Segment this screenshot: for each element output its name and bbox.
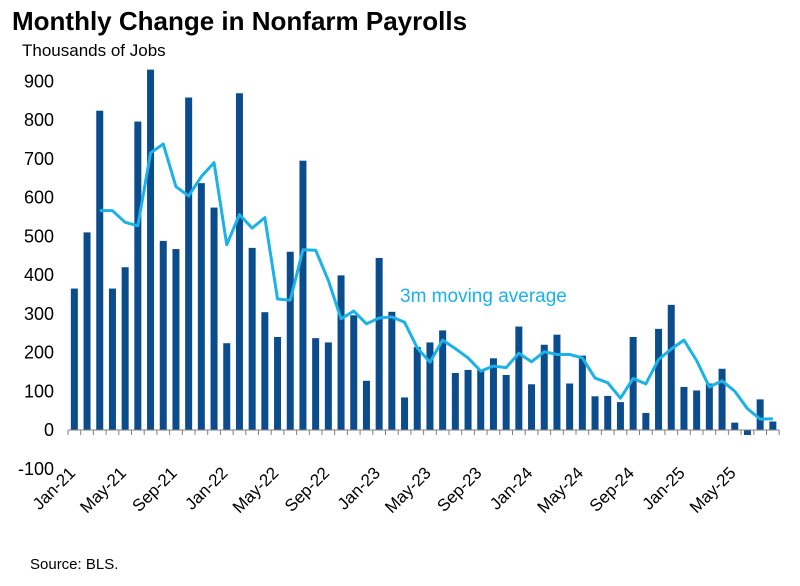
bar [210, 207, 218, 430]
x-tick-label: Jan-24 [486, 463, 536, 513]
bar [299, 160, 307, 430]
source-note: Source: BLS. [30, 556, 119, 573]
x-tick-label: May-25 [686, 463, 740, 517]
bar [134, 121, 142, 431]
bar [274, 337, 282, 430]
x-tick-label: Sep-21 [129, 463, 181, 515]
bar [667, 304, 675, 430]
bar [769, 421, 777, 431]
bar [248, 247, 256, 431]
bar [388, 311, 396, 430]
bar [401, 397, 409, 430]
bar [743, 430, 751, 436]
y-tick-label: -100 [18, 459, 54, 479]
x-tick-label: Sep-22 [281, 463, 333, 515]
bar [350, 315, 358, 430]
bar [528, 384, 536, 430]
bar [515, 326, 523, 430]
bar [108, 288, 116, 430]
bar-series [70, 69, 777, 436]
y-tick-label: 600 [24, 188, 54, 208]
bar [502, 374, 510, 430]
chart-title: Monthly Change in Nonfarm Payrolls [12, 6, 468, 36]
bar [413, 347, 421, 430]
bar [553, 334, 561, 431]
y-tick-label: 100 [24, 381, 54, 401]
bar [375, 257, 383, 430]
y-tick-label: 300 [24, 304, 54, 324]
bar [566, 383, 574, 430]
bar [591, 396, 599, 430]
bar [159, 240, 167, 430]
bar [362, 380, 370, 430]
bar [312, 338, 320, 430]
bar [756, 399, 764, 430]
bar [693, 390, 701, 430]
bar [223, 343, 231, 430]
y-tick-label: 400 [24, 265, 54, 285]
bar [477, 369, 485, 430]
x-tick-label: May-21 [76, 463, 130, 517]
x-tick-label: Sep-23 [433, 463, 485, 515]
bar [197, 183, 205, 430]
bar [604, 395, 612, 430]
y-axis-unit-label: Thousands of Jobs [22, 41, 166, 60]
bar [96, 110, 104, 430]
bar [83, 232, 91, 431]
y-tick-label: 200 [24, 343, 54, 363]
bar [731, 422, 739, 430]
moving-average-annotation: 3m moving average [400, 286, 567, 307]
bar [718, 368, 726, 430]
bar [464, 369, 472, 430]
x-tick-label: May-23 [381, 463, 435, 517]
y-tick-label: 900 [24, 71, 54, 91]
y-axis: -100 0 100 200 300 400 500 600 700 800 900 [18, 71, 54, 479]
bar [121, 267, 129, 430]
bar [616, 402, 624, 430]
x-tick-label: May-24 [534, 463, 588, 517]
y-tick-label: 700 [24, 149, 54, 169]
bar [705, 383, 713, 430]
bar [578, 355, 586, 430]
x-tick-label: May-22 [229, 463, 283, 517]
y-tick-label: 500 [24, 226, 54, 246]
bar [261, 312, 269, 430]
bar [655, 328, 663, 430]
bar [680, 386, 688, 430]
bar [337, 275, 345, 430]
bar [172, 249, 180, 430]
moving-average-line [99, 142, 773, 421]
y-tick-label: 0 [44, 420, 54, 440]
bar [426, 342, 434, 431]
bar [324, 342, 332, 431]
x-tick-label: Jan-23 [334, 463, 384, 513]
bar [489, 358, 497, 430]
bar [147, 69, 155, 431]
y-tick-label: 800 [24, 110, 54, 130]
bar [185, 97, 193, 431]
x-tick-label: Jan-25 [639, 463, 689, 513]
bar [235, 93, 243, 430]
x-tick-label: Jan-22 [181, 463, 231, 513]
x-tick-label: Sep-24 [586, 463, 638, 515]
bar [439, 330, 447, 430]
bar [286, 251, 294, 430]
bar [540, 344, 548, 430]
bar [642, 412, 650, 430]
bar [70, 288, 78, 430]
bar [451, 373, 459, 430]
bar [629, 337, 637, 430]
